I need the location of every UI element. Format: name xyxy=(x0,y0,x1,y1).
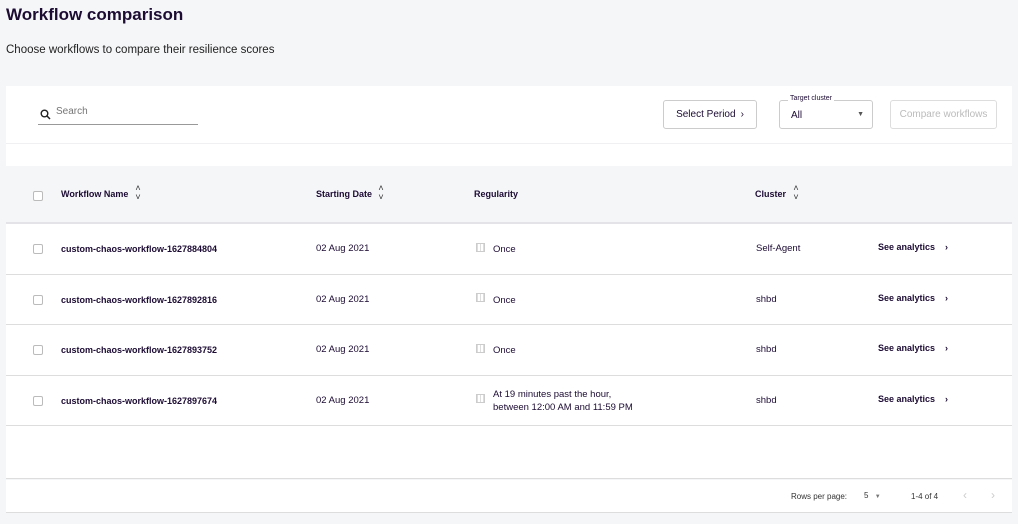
table-header: Workflow Name ˄ ˅ Starting Date ˄ ˅ Regula… xyxy=(6,166,1012,224)
chevron-right-icon: › xyxy=(945,343,949,353)
table-row: custom-chaos-workflow-1627893752 02 Aug … xyxy=(6,325,1012,376)
regularity: Once xyxy=(493,344,516,357)
sort-icon[interactable]: ˄ ˅ xyxy=(793,183,799,202)
pagination: Rows per page: 5 ▼ 1-4 of 4 ‹ › xyxy=(6,480,1012,513)
workflow-name: custom-chaos-workflow-1627884804 xyxy=(61,244,218,254)
calendar-icon xyxy=(476,394,485,405)
regularity: Once xyxy=(493,243,516,256)
table-row: custom-chaos-workflow-1627897674 02 Aug … xyxy=(6,375,1012,426)
see-analytics-link[interactable]: See analytics › xyxy=(878,242,948,252)
regularity-line: between 12:00 AM and 11:59 PM xyxy=(493,401,633,413)
toolbar-panel: Select Period › Target cluster All ▼ Comp… xyxy=(6,86,1012,166)
search-icon xyxy=(40,109,51,120)
see-analytics-link[interactable]: See analytics › xyxy=(878,394,948,404)
page-title: Workflow comparison xyxy=(6,5,184,24)
target-cluster-label: Target cluster xyxy=(788,95,835,102)
table-row: custom-chaos-workflow-1627892816 02 Aug … xyxy=(6,274,1012,325)
row-checkbox[interactable] xyxy=(33,395,43,406)
caret-down-icon: ▼ xyxy=(857,111,864,118)
page-subtitle: Choose workflows to compare their resili… xyxy=(6,44,275,56)
regularity-line: Once xyxy=(493,345,516,356)
regularity-line: Once xyxy=(493,244,516,255)
workflow-name: custom-chaos-workflow-1627893752 xyxy=(61,345,218,355)
see-analytics-label: See analytics xyxy=(878,343,936,353)
regularity: At 19 minutes past the hour, between 12:0… xyxy=(493,388,633,414)
regularity: Once xyxy=(493,294,516,307)
cluster-name: shbd xyxy=(756,293,777,305)
calendar-icon xyxy=(476,293,485,304)
select-period-label: Select Period xyxy=(676,109,736,120)
select-all-checkbox[interactable] xyxy=(33,191,43,201)
column-header-workflow-name: Workflow Name xyxy=(61,189,129,199)
search-input[interactable] xyxy=(56,106,196,117)
cluster-name: Self-Agent xyxy=(756,243,801,254)
column-header-regularity: Regularity xyxy=(474,189,519,199)
rows-per-page-label: Rows per page: xyxy=(791,492,848,501)
table-empty-space xyxy=(6,426,1012,479)
previous-page-button[interactable]: ‹ xyxy=(963,488,967,502)
chevron-right-icon: › xyxy=(945,242,949,252)
select-period-button[interactable]: Select Period › xyxy=(663,100,757,129)
rows-per-page-select[interactable]: 5 ▼ xyxy=(864,491,881,500)
compare-workflows-button[interactable]: Compare workflows xyxy=(890,100,997,129)
next-page-button[interactable]: › xyxy=(991,488,995,502)
calendar-icon xyxy=(476,343,485,354)
chevron-right-icon: › xyxy=(945,393,949,404)
workflow-name: custom-chaos-workflow-1627892816 xyxy=(61,294,218,305)
workflow-name: custom-chaos-workflow-1627897674 xyxy=(61,395,218,406)
starting-date: 02 Aug 2021 xyxy=(316,243,370,254)
chevron-right-icon: › xyxy=(945,292,949,303)
divider xyxy=(6,143,1012,144)
starting-date: 02 Aug 2021 xyxy=(316,394,370,406)
starting-date: 02 Aug 2021 xyxy=(316,344,370,355)
rows-per-page-value: 5 xyxy=(864,491,869,500)
target-cluster-value: All xyxy=(791,110,803,121)
page-range: 1-4 of 4 xyxy=(911,492,939,501)
see-analytics-link[interactable]: See analytics › xyxy=(878,293,948,303)
caret-down-icon: ▼ xyxy=(874,494,881,500)
row-checkbox[interactable] xyxy=(33,294,43,305)
target-cluster-select[interactable]: Target cluster All ▼ xyxy=(779,95,873,129)
calendar-icon xyxy=(476,242,485,253)
search-field[interactable] xyxy=(38,106,198,125)
column-header-starting-date: Starting Date xyxy=(316,189,373,199)
table-row: custom-chaos-workflow-1627884804 02 Aug … xyxy=(6,224,1012,275)
sort-icon[interactable]: ˄ ˅ xyxy=(135,183,141,202)
see-analytics-label: See analytics xyxy=(878,292,936,303)
sort-icon[interactable]: ˄ ˅ xyxy=(378,183,384,202)
cluster-name: shbd xyxy=(756,394,777,406)
row-checkbox[interactable] xyxy=(33,244,43,254)
see-analytics-label: See analytics xyxy=(878,242,936,252)
starting-date: 02 Aug 2021 xyxy=(316,293,370,305)
workflow-table: Workflow Name ˄ ˅ Starting Date ˄ ˅ Regula… xyxy=(6,166,1012,426)
regularity-line: Once xyxy=(493,294,516,306)
column-header-cluster: Cluster xyxy=(755,189,787,199)
row-checkbox[interactable] xyxy=(33,345,43,355)
see-analytics-label: See analytics xyxy=(878,393,936,404)
regularity-line: At 19 minutes past the hour, xyxy=(493,388,612,400)
cluster-name: shbd xyxy=(756,344,777,355)
see-analytics-link[interactable]: See analytics › xyxy=(878,343,948,353)
chevron-right-icon: › xyxy=(740,109,744,120)
